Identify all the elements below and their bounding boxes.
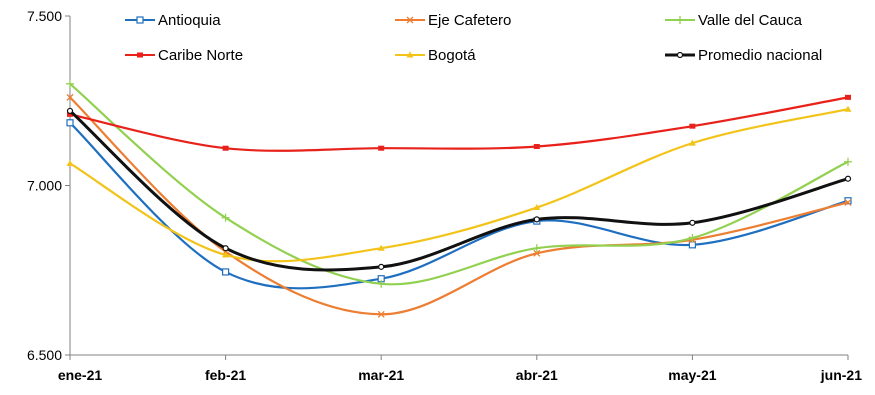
legend-label-promedio-nacional: Promedio nacional	[698, 47, 822, 64]
data-point-promedio-nacional	[844, 175, 852, 182]
legend-label-bogota: Bogotá	[428, 47, 476, 64]
data-point-caribe-norte	[533, 144, 540, 150]
data-point-promedio-nacional	[222, 245, 229, 252]
data-point-eje-cafetero-stroke	[377, 310, 385, 318]
data-point-valle-del-cauca	[66, 79, 74, 88]
series-line-caribe-norte	[69, 96, 849, 152]
data-point-bogota	[533, 204, 541, 211]
series-antioquia	[66, 119, 852, 290]
data-point-caribe-norte	[845, 94, 851, 100]
data-point-bogota	[688, 139, 696, 146]
y-tick-label: 7.500	[27, 8, 62, 24]
data-point-eje-cafetero-stroke	[844, 198, 852, 206]
legend-marker-promedio-nacional	[676, 51, 684, 59]
data-point-valle-del-cauca	[844, 157, 852, 166]
data-point-caribe-norte	[689, 123, 696, 129]
data-point-caribe-norte	[67, 111, 73, 117]
series-line-valle-del-cauca	[69, 82, 849, 286]
data-point-promedio-nacional	[66, 107, 74, 115]
series-eje-cafetero	[66, 93, 852, 318]
data-point-valle-del-cauca	[377, 279, 386, 288]
legend-item-eje-cafetero: Eje Cafetero	[395, 12, 511, 29]
legend-item-bogota: Bogotá	[395, 47, 476, 64]
legend-label-caribe-norte: Caribe Norte	[158, 47, 243, 64]
legend-marker-caribe-norte	[137, 52, 143, 58]
series-line-eje-cafetero	[69, 96, 849, 316]
series-bogota	[66, 105, 852, 263]
series-caribe-norte	[67, 94, 851, 152]
legend-marker-valle-del-cauca	[676, 16, 684, 24]
y-tick-label: 6.500	[27, 347, 62, 363]
x-tick-label: jun-21	[820, 367, 862, 383]
y-tick-label: 7.000	[27, 178, 62, 194]
legend: Antioquia Eje Cafetero Valle del Cauca Cari…	[125, 12, 822, 64]
data-point-eje-cafetero	[377, 310, 385, 318]
data-point-eje-cafetero	[844, 198, 852, 206]
data-point-eje-cafetero	[66, 93, 74, 101]
legend-marker-bogota	[406, 51, 414, 58]
data-point-bogota	[844, 105, 852, 112]
legend-item-valle-del-cauca: Valle del Cauca	[665, 12, 803, 29]
x-tick-label: abr-21	[516, 367, 558, 383]
legend-marker-eje-cafetero	[406, 16, 414, 24]
legend-label-antioquia: Antioquia	[158, 12, 221, 29]
series-line-bogota	[69, 108, 849, 263]
data-point-eje-cafetero-stroke	[66, 93, 74, 101]
data-point-promedio-nacional	[533, 216, 540, 223]
data-point-promedio-nacional	[689, 219, 696, 226]
legend-label-eje-cafetero: Eje Cafetero	[428, 12, 511, 29]
data-point-bogota	[377, 244, 385, 251]
data-point-valle-del-cauca	[532, 244, 541, 253]
x-tick-label: ene-21	[58, 367, 103, 383]
x-tick-label: feb-21	[205, 367, 246, 383]
data-point-valle-del-cauca	[688, 234, 697, 243]
x-tick-label: may-21	[668, 367, 716, 383]
data-point-bogota	[66, 159, 74, 166]
series-promedio-nacional	[66, 107, 852, 272]
data-point-valle-del-cauca	[221, 213, 230, 222]
axes: 6.500 7.000 7.500 ene-21 feb-21 mar-21 abr-21 m…	[27, 8, 862, 383]
legend-item-promedio-nacional: Promedio nacional	[665, 47, 822, 64]
series-line-promedio-nacional	[69, 109, 849, 272]
legend-label-valle-del-cauca: Valle del Cauca	[698, 12, 803, 29]
series-line-antioquia	[69, 121, 849, 290]
x-tick-label: mar-21	[358, 367, 404, 383]
data-point-eje-cafetero	[533, 249, 541, 257]
data-point-promedio-nacional	[378, 263, 385, 270]
data-point-antioquia	[844, 197, 852, 205]
data-point-antioquia	[222, 268, 230, 276]
series-layer	[66, 79, 852, 318]
series-valle-del-cauca	[66, 79, 852, 288]
legend-marker-antioquia	[136, 16, 144, 24]
data-point-eje-cafetero-stroke	[533, 249, 541, 257]
data-point-caribe-norte	[378, 145, 385, 151]
legend-item-caribe-norte: Caribe Norte	[125, 47, 243, 64]
legend-item-antioquia: Antioquia	[125, 12, 221, 29]
legend-marker-eje-cafetero-stroke	[406, 16, 414, 24]
data-point-bogota	[222, 251, 230, 258]
data-point-antioquia	[66, 119, 74, 127]
data-point-caribe-norte	[222, 145, 229, 151]
